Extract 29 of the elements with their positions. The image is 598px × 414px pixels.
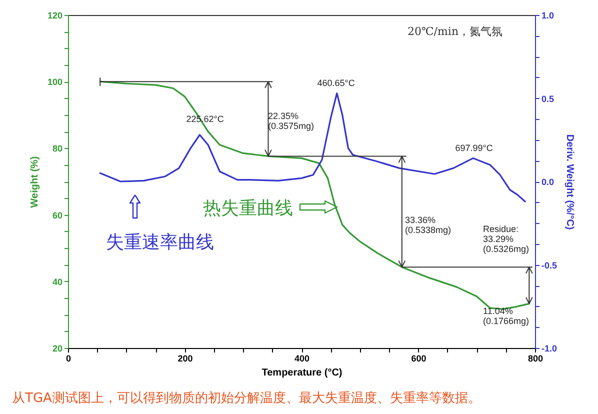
y-tick-label: 80 (52, 144, 62, 154)
text: 失重速率曲线 (106, 232, 214, 253)
y-tick-label: 120 (47, 10, 62, 20)
y2-tick-label: 0.5 (542, 94, 554, 104)
y-axis-title: Weight (%) (29, 156, 40, 208)
y-tick-label: 40 (52, 276, 62, 287)
annotation: 20℃/min，氮气氛 (407, 25, 503, 38)
annotation: 697.99°C (455, 143, 494, 153)
annotation: 33.36% (0.5338mg) (405, 215, 452, 235)
y2-tick-label: -0.5 (542, 260, 558, 270)
x-axis-title: Temperature (°C) (262, 368, 342, 378)
legend-label: 热失重曲线 (203, 198, 293, 219)
x-tick-label: 800 (528, 354, 544, 364)
annotation: 460.65°C (317, 78, 356, 88)
y2-tick-label: -1.0 (542, 344, 558, 354)
x-tick-label: 200 (178, 354, 193, 364)
x-tick-label: 0 (66, 354, 72, 364)
y2-tick-label: 1.0 (542, 10, 554, 20)
y-tick-label: 20 (52, 344, 62, 354)
y-tick-label: 100 (47, 77, 62, 88)
text: 从TGA测试图上，可以得到物质的初始分解温度、最大失重温度、失重率等数据。 (12, 390, 481, 406)
y2-axis-title: Deriv. Weight (%/°C) (564, 134, 576, 230)
y-tick-label: 60 (52, 210, 62, 220)
x-tick-label: 600 (411, 354, 426, 364)
x-tick-label: 400 (294, 354, 310, 364)
annotation: Residue: 33.29% (0.5326mg) (483, 224, 530, 254)
annotation: 11.04% (0.1766mg) (483, 306, 530, 326)
annotation: 22.35% (0.3575mg) (268, 111, 314, 131)
y2-tick-label: 0.0 (542, 177, 554, 187)
